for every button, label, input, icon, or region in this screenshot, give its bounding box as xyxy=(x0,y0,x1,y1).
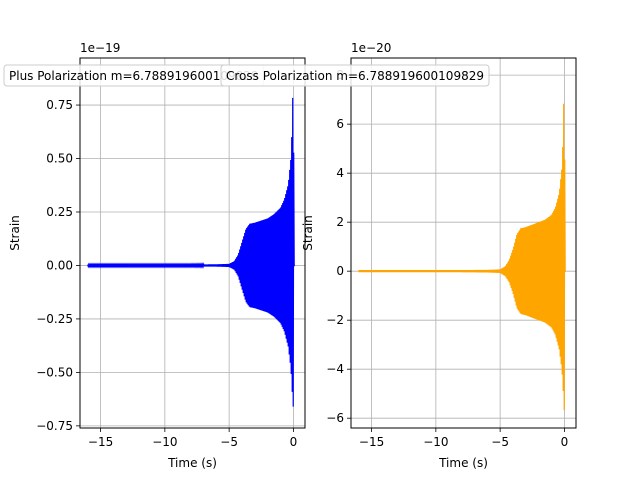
plus-y-tick-label: −0.50 xyxy=(36,365,73,379)
plus-offset-text: 1e−19 xyxy=(80,41,120,55)
plus-x-ticks: −15 −10 −5 0 xyxy=(88,428,297,449)
cross-title-box: Cross Polarization m=6.788919600109829 xyxy=(220,64,490,87)
plus-axes-frame xyxy=(79,57,306,429)
plus-y-tick-label: 0.75 xyxy=(46,98,73,112)
plus-title-box: Plus Polarization m=6.788919600109829 xyxy=(3,64,265,87)
cross-polarization-subplot: −15−10−50 −6−4−202468 1e−20 Time (s) Str… xyxy=(301,41,577,470)
cross-y-axis-label: Strain xyxy=(301,215,315,251)
cross-y-tick-label: 2 xyxy=(336,215,344,229)
cross-y-tick-label: 4 xyxy=(336,166,344,180)
cross-title-frame xyxy=(220,64,490,87)
cross-offset-text: 1e−20 xyxy=(351,41,391,55)
cross-x-tick-label: −5 xyxy=(491,435,509,449)
cross-waveform-line xyxy=(358,103,566,411)
plus-y-tick-label: 0.50 xyxy=(46,152,73,166)
plus-waveform-line xyxy=(87,97,295,407)
cross-y-tick-label: 6 xyxy=(336,117,344,131)
plus-y-axis-label: Strain xyxy=(8,215,22,251)
cross-y-tick-label: −4 xyxy=(326,362,344,376)
cross-x-axis-label: Time (s) xyxy=(438,456,488,470)
plus-x-tick-label: −10 xyxy=(152,435,177,449)
plus-x-axis-label: Time (s) xyxy=(167,456,217,470)
cross-x-tick-label: −15 xyxy=(359,435,384,449)
cross-chart-title: Cross Polarization m=6.788919600109829 xyxy=(226,69,484,83)
plus-y-tick-label: 0.00 xyxy=(46,258,73,272)
cross-x-ticks: −15 −10 −5 0 xyxy=(359,428,568,449)
plus-series xyxy=(87,97,295,407)
plus-y-ticks: −0.75 −0.50 −0.25 0.00 0.25 0.50 0.75 xyxy=(36,98,80,433)
plus-y-tick-label: −0.75 xyxy=(36,419,73,433)
cross-y-ticks: −6−4−202468 xyxy=(326,68,351,425)
plus-y-tick-label: 0.25 xyxy=(46,205,73,219)
plus-x-tick-label: −5 xyxy=(220,435,238,449)
cross-axes-frame xyxy=(350,57,577,429)
plus-x-tick-label: 0 xyxy=(290,435,298,449)
plus-y-tick-label: −0.25 xyxy=(36,312,73,326)
cross-x-tick-label: −10 xyxy=(423,435,448,449)
plus-chart-title: Plus Polarization m=6.788919600109829 xyxy=(9,69,259,83)
plus-polarization-subplot: −15 −10 −5 0 −0.75 −0.50 −0.25 0.00 0.25 0.50 0.7… xyxy=(8,41,306,470)
cross-y-tick-label: −2 xyxy=(326,313,344,327)
cross-series xyxy=(358,103,566,411)
cross-y-tick-label: −6 xyxy=(326,411,344,425)
cross-x-tick-label: 0 xyxy=(561,435,569,449)
plus-x-tick-label: −15 xyxy=(88,435,113,449)
cross-y-tick-label: 0 xyxy=(336,264,344,278)
